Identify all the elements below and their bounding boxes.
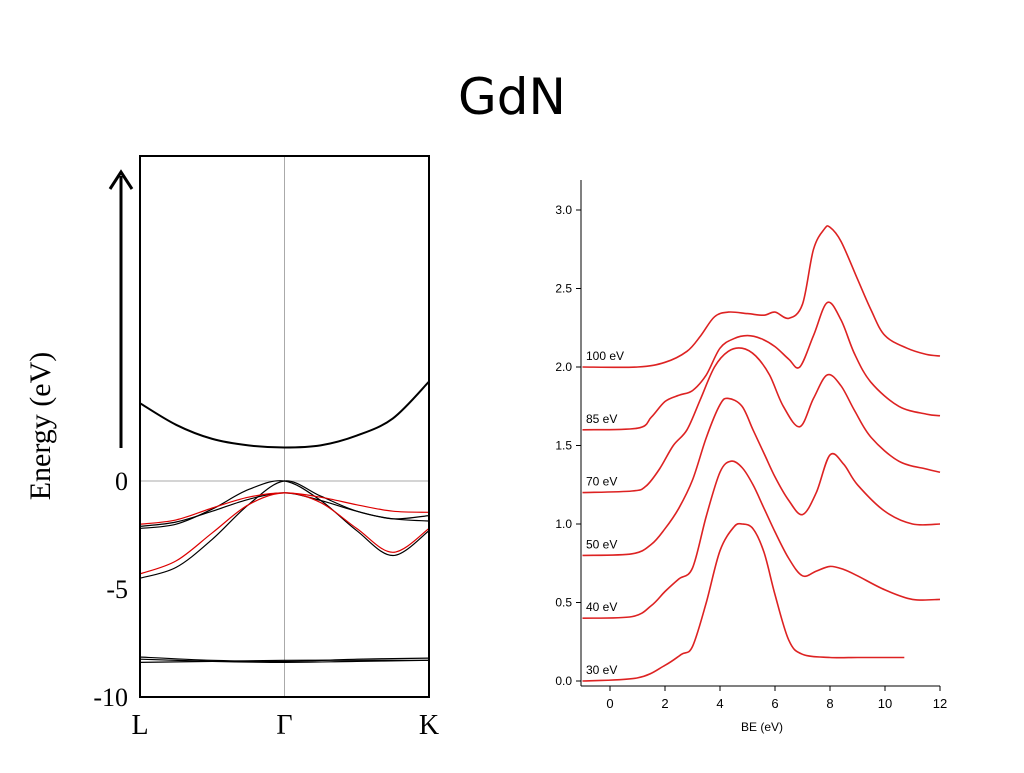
spectrum-40-eV (582, 460, 941, 619)
pes-xtick-label: 12 (933, 696, 947, 711)
spectrum-85-eV (582, 301, 941, 431)
spectrum-50-eV (582, 397, 941, 557)
pes-ytick-label: 0.5 (555, 596, 572, 610)
pes-ytick-label: 1.0 (555, 517, 572, 531)
band-f-band-2 (140, 659, 429, 663)
pes-ytick-label: 1.5 (555, 439, 572, 453)
pes-ytick-label: 0.0 (555, 674, 572, 688)
pes-xtick-label: 10 (878, 696, 892, 711)
band-f-band-3 (140, 656, 429, 663)
kpoint-label-2: K (419, 710, 439, 741)
band-valence-black-2 (140, 480, 429, 557)
kpoint-label-0: L (131, 710, 148, 741)
band-ytick-label: -10 (93, 683, 128, 712)
spectrum-label: 70 eV (586, 475, 617, 489)
band-frame (139, 155, 430, 698)
pes-xtick-label: 6 (771, 696, 778, 711)
energy-arrow-head (108, 169, 134, 190)
spectrum-label: 40 eV (586, 600, 617, 614)
pes-ytick-label: 2.5 (555, 282, 572, 296)
pes-xlabel: BE (eV) (741, 720, 783, 734)
band-lines-group (140, 380, 429, 664)
band-f-band-1 (140, 658, 429, 664)
pes-xtick-label: 2 (661, 696, 668, 711)
spectrum-label: 30 eV (586, 663, 617, 677)
pes-xtick-label: 0 (606, 696, 613, 711)
band-conduction-band (140, 380, 429, 449)
spectrum-30-eV (582, 522, 905, 682)
slide-title: GdN (458, 68, 566, 126)
pes-xtick-label: 8 (826, 696, 833, 711)
band-ytick-label: -5 (106, 575, 128, 604)
band-ylabel: Energy (eV) (24, 352, 57, 501)
pes-ytick-label: 3.0 (555, 203, 572, 217)
spectrum-70-eV (582, 347, 941, 494)
spectrum-label: 50 eV (586, 537, 617, 551)
spectrum-label: 100 eV (586, 349, 624, 363)
kpoint-label-1: Γ (276, 710, 292, 741)
band-valence-red-2 (140, 492, 429, 525)
spectrum-label: 85 eV (586, 412, 617, 426)
pes-ytick-label: 2.0 (555, 360, 572, 374)
spectrum-100-eV (582, 225, 941, 369)
pes-xtick-label: 4 (716, 696, 723, 711)
band-ytick-label: 0 (115, 467, 128, 496)
